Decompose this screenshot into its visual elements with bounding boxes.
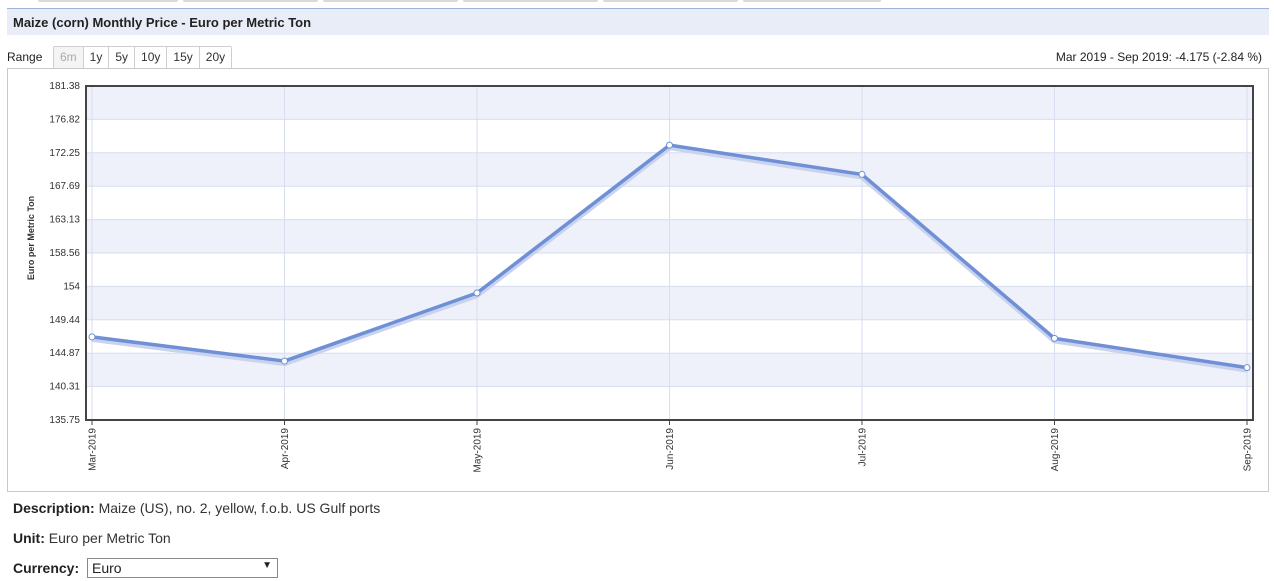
data-point[interactable] [473,289,481,297]
data-point[interactable] [858,170,866,178]
range-button-6m[interactable]: 6m [54,47,84,68]
price-line-chart: 181.38 176.82 172.25 167.69 163.13 158.56 154 1… [26,81,1254,472]
x-tick-label: Jul-2019 [858,428,869,467]
range-label: Range [7,50,43,64]
y-tick-label: 140.31 [49,382,80,393]
top-tab[interactable] [183,0,318,2]
y-tick-label: 181.38 [49,81,80,92]
x-tick-label: Mar-2019 [88,428,99,471]
x-tick-label: Jun-2019 [665,428,676,470]
description-label: Description: [13,500,95,516]
range-button-10y[interactable]: 10y [135,47,168,68]
unit-label: Unit: [13,530,45,546]
y-tick-label: 149.44 [49,315,80,326]
data-point[interactable] [1243,364,1251,372]
chart-title-bar: Maize (corn) Monthly Price - Euro per Me… [7,8,1269,35]
top-tab[interactable] [603,0,738,2]
x-tick-label: Apr-2019 [280,428,291,470]
range-button-5y[interactable]: 5y [109,47,136,68]
currency-label: Currency: [13,560,80,576]
data-point[interactable] [666,141,673,149]
y-tick-label: 158.56 [49,248,80,259]
currency-selected-value: Euro [92,560,122,576]
dropdown-arrow-icon: ▼ [262,560,272,571]
chart-container: 181.38 176.82 172.25 167.69 163.13 158.56 154 1… [7,68,1269,492]
x-axis-ticks: Mar-2019 Apr-2019 May-2019 Jun-2019 Jul-2019… [88,420,1254,472]
unit-value: Euro per Metric Ton [48,530,171,546]
x-tick-label: Sep-2019 [1243,428,1254,472]
y-tick-label: 144.87 [49,348,80,359]
top-tab[interactable] [463,0,598,2]
page-title: Maize (corn) Monthly Price - Euro per Me… [13,15,312,30]
x-tick-label: May-2019 [473,428,484,473]
data-point[interactable] [281,357,288,365]
currency-row: Currency: [13,560,79,576]
top-tab[interactable] [38,0,178,2]
range-button-15y[interactable]: 15y [167,47,200,68]
unit-row: Unit: Euro per Metric Ton [13,530,171,546]
top-tab[interactable] [323,0,458,2]
y-axis-label: Euro per Metric Ton [26,196,36,280]
y-tick-label: 167.69 [49,181,80,192]
range-selector: 6m 1y 5y 10y 15y 20y [53,46,233,69]
y-tick-label: 176.82 [49,114,80,125]
y-tick-label: 172.25 [49,148,80,159]
series-points [88,141,1251,372]
top-tabs [0,0,1274,3]
top-tab[interactable] [743,0,881,2]
price-change-summary: Mar 2019 - Sep 2019: -4.175 (-2.84 %) [1055,50,1262,64]
y-tick-label: 163.13 [49,215,80,226]
data-point[interactable] [1051,334,1058,342]
y-axis-ticks: 181.38 176.82 172.25 167.69 163.13 158.56 154 1… [49,81,80,426]
y-tick-label: 154 [63,281,80,292]
y-tick-label: 135.75 [49,415,80,426]
range-button-20y[interactable]: 20y [199,47,232,68]
description-value: Maize (US), no. 2, yellow, f.o.b. US Gul… [98,500,381,516]
range-button-1y[interactable]: 1y [83,47,110,68]
x-tick-label: Aug-2019 [1050,428,1061,472]
currency-select[interactable]: Euro ▼ [87,558,278,578]
description-row: Description: Maize (US), no. 2, yellow, … [13,500,380,516]
data-point[interactable] [88,333,96,341]
